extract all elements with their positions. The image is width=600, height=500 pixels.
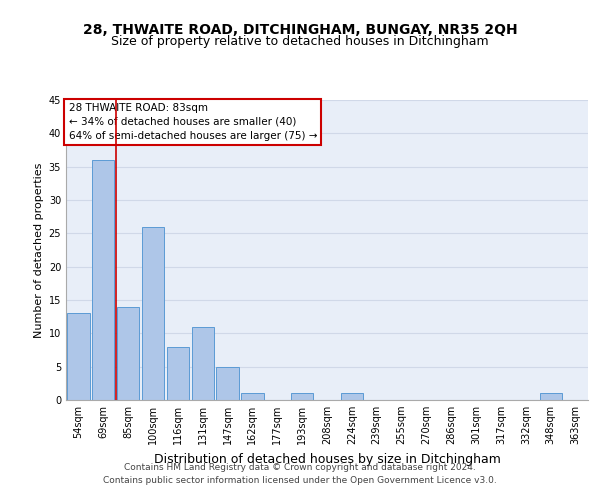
Bar bbox=[92, 160, 115, 400]
Text: 28 THWAITE ROAD: 83sqm
← 34% of detached houses are smaller (40)
64% of semi-det: 28 THWAITE ROAD: 83sqm ← 34% of detached… bbox=[68, 103, 317, 141]
Text: Contains HM Land Registry data © Crown copyright and database right 2024.: Contains HM Land Registry data © Crown c… bbox=[124, 464, 476, 472]
Bar bbox=[117, 306, 139, 400]
Bar bbox=[241, 394, 263, 400]
Bar bbox=[191, 326, 214, 400]
Bar bbox=[217, 366, 239, 400]
Bar bbox=[341, 394, 363, 400]
Bar bbox=[539, 394, 562, 400]
Bar bbox=[291, 394, 313, 400]
Bar bbox=[167, 346, 189, 400]
Text: Contains public sector information licensed under the Open Government Licence v3: Contains public sector information licen… bbox=[103, 476, 497, 485]
Bar bbox=[67, 314, 89, 400]
Text: 28, THWAITE ROAD, DITCHINGHAM, BUNGAY, NR35 2QH: 28, THWAITE ROAD, DITCHINGHAM, BUNGAY, N… bbox=[83, 22, 517, 36]
Bar bbox=[142, 226, 164, 400]
Y-axis label: Number of detached properties: Number of detached properties bbox=[34, 162, 44, 338]
X-axis label: Distribution of detached houses by size in Ditchingham: Distribution of detached houses by size … bbox=[154, 452, 500, 466]
Text: Size of property relative to detached houses in Ditchingham: Size of property relative to detached ho… bbox=[111, 35, 489, 48]
